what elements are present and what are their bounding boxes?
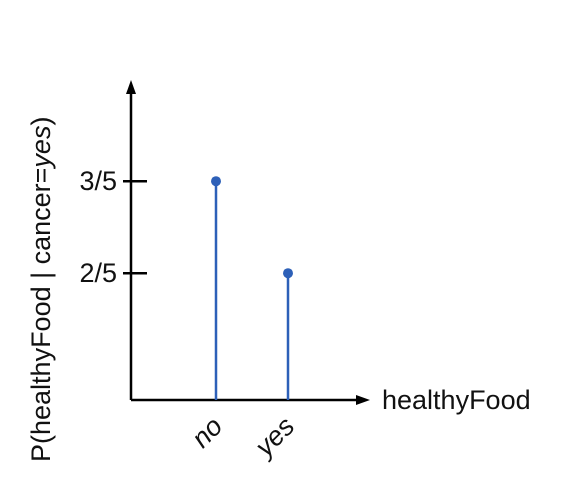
x-axis-label: healthyFood xyxy=(382,385,531,415)
y-axis-label-part-2: yes xyxy=(26,126,56,170)
x-category-label: no xyxy=(186,411,228,453)
y-tick-label: 2/5 xyxy=(79,258,117,288)
stems xyxy=(211,176,293,400)
x-axis-arrow xyxy=(356,395,370,405)
stem-marker xyxy=(283,268,293,279)
x-category-labels: no yes xyxy=(186,411,300,463)
y-axis-arrow xyxy=(126,80,136,94)
y-ticks: 3/5 2/5 xyxy=(79,166,147,288)
y-tick-label: 3/5 xyxy=(79,166,117,196)
x-category-label: yes xyxy=(248,411,300,463)
y-axis-label-part-1: P(healthyFood | cancer= xyxy=(26,168,56,462)
y-axis-label: P(healthyFood | cancer=yes) xyxy=(26,117,56,462)
axes xyxy=(126,80,370,405)
y-axis-label-part-3: ) xyxy=(26,117,56,126)
stem-marker xyxy=(211,176,221,187)
